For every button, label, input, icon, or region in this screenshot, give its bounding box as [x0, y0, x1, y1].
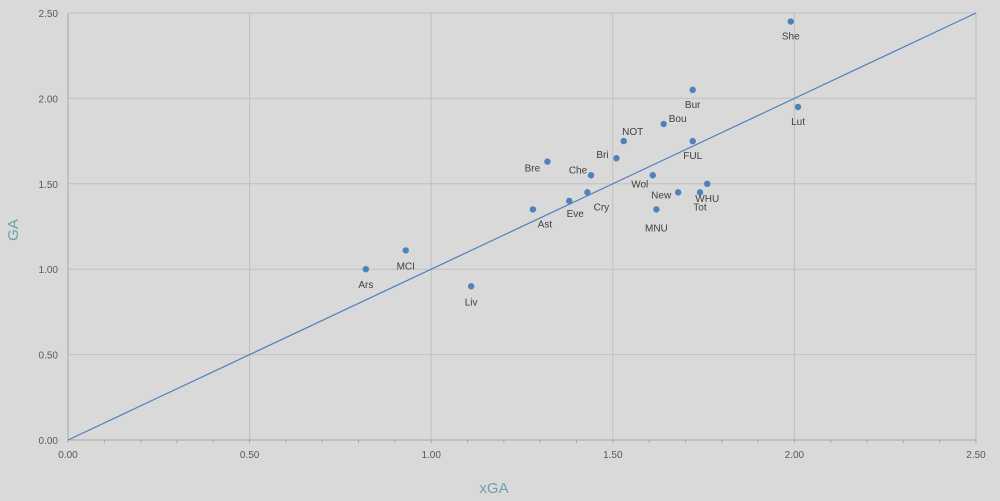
- point-label-ast: Ast: [538, 219, 553, 230]
- tick-label-layer: 0.00 0.50 1.00 1.50 2.00 2.50 0.00 0.50 1.00 1.50…: [39, 9, 987, 461]
- y-tick-label: 1.50: [39, 180, 59, 191]
- point-layer: [362, 18, 802, 290]
- x-tick-label: 1.50: [603, 450, 623, 461]
- point-label-che: Che: [569, 165, 588, 176]
- x-tick-label: 0.00: [58, 450, 78, 461]
- data-point-bur: [689, 86, 696, 94]
- x-tick-label: 2.00: [785, 450, 805, 461]
- data-point-ful: [689, 137, 696, 145]
- point-label-mci: MCI: [397, 261, 415, 272]
- data-point-not: [620, 137, 627, 145]
- data-point-whu: [704, 180, 711, 187]
- point-label-tot: Tot: [693, 202, 707, 213]
- point-label-not: NOT: [622, 127, 643, 138]
- data-point-mci: [402, 247, 409, 254]
- data-point-she: [787, 18, 794, 25]
- point-label-ful: FUL: [683, 151, 702, 162]
- point-label-wol: Wol: [631, 179, 648, 190]
- y-tick-label: 2.00: [39, 94, 59, 105]
- data-point-new: [674, 189, 682, 196]
- point-label-eve: Eve: [567, 209, 585, 220]
- point-label-bur: Bur: [685, 100, 701, 111]
- x-tick-label: 2.50: [966, 450, 986, 461]
- data-point-bre: [544, 158, 551, 165]
- point-label-bre: Bre: [525, 164, 541, 175]
- data-point-ars: [362, 266, 370, 273]
- x-axis-title: xGA: [479, 480, 508, 497]
- data-point-bou: [660, 120, 667, 128]
- y-tick-label: 1.00: [39, 265, 59, 276]
- y-tick-label: 0.00: [39, 436, 59, 447]
- grid-layer: [67, 12, 977, 443]
- data-point-bri: [613, 154, 620, 162]
- data-point-wol: [649, 172, 656, 179]
- point-label-lut: Lut: [791, 117, 805, 128]
- point-label-bou: Bou: [669, 114, 687, 125]
- point-label-liv: Liv: [465, 297, 478, 308]
- data-point-eve: [566, 197, 573, 205]
- data-point-cry: [584, 189, 591, 196]
- x-tick-label: 0.50: [240, 450, 260, 461]
- data-point-liv: [467, 283, 475, 290]
- point-label-mnu: MNU: [645, 223, 668, 234]
- data-point-che: [587, 172, 595, 179]
- reference-line-layer: [67, 12, 977, 441]
- point-label-cry: Cry: [594, 202, 610, 213]
- data-point-tot: [696, 189, 704, 196]
- data-point-mnu: [653, 206, 660, 213]
- point-label-new: New: [651, 190, 672, 201]
- point-label-she: She: [782, 32, 800, 43]
- data-point-ast: [529, 206, 537, 213]
- y-tick-label: 0.50: [39, 351, 59, 362]
- data-point-lut: [794, 103, 802, 111]
- y-tick-label: 2.50: [39, 9, 59, 20]
- point-label-ars: Ars: [358, 280, 373, 291]
- reference-line: [67, 12, 977, 441]
- point-label-bri: Bri: [596, 150, 608, 161]
- point-label-whu: WHU: [695, 194, 719, 205]
- x-tick-label: 1.00: [421, 450, 441, 461]
- y-axis-title: GA: [5, 219, 22, 241]
